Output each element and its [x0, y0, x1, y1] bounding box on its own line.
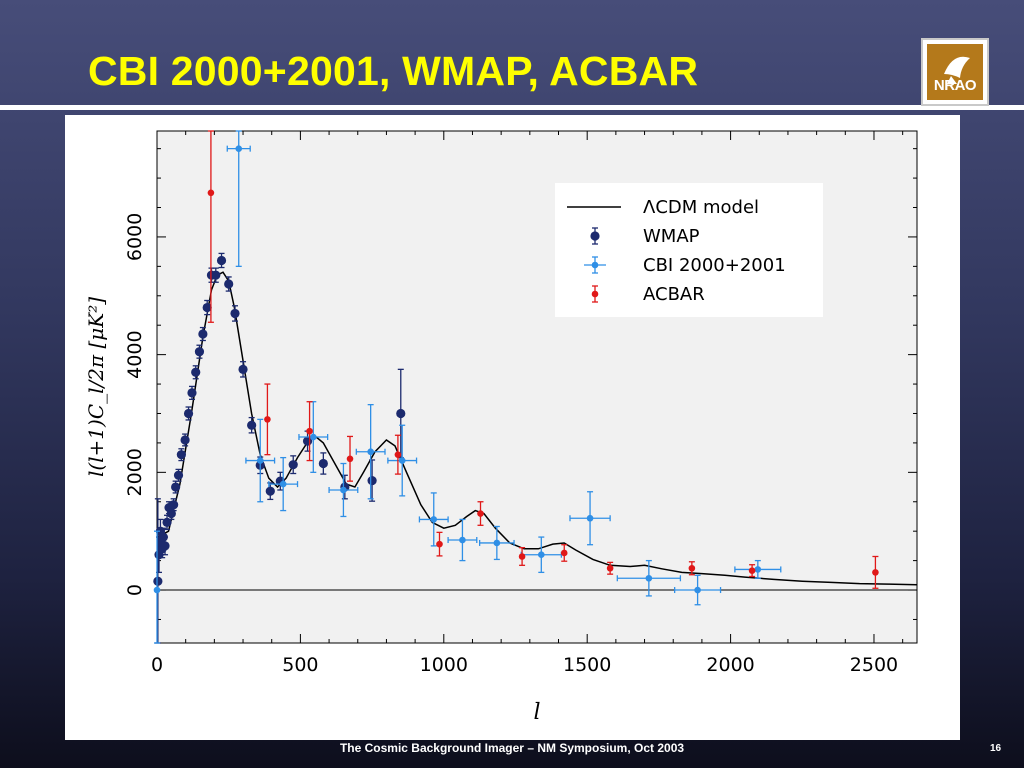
acbar-point	[477, 510, 484, 517]
wmap-point	[230, 308, 240, 319]
legend-label: ACBAR	[643, 284, 705, 305]
cbi-point	[645, 574, 653, 582]
wmap-point	[396, 408, 406, 419]
logo-badge: NRAO	[927, 44, 983, 100]
wmap-point	[194, 347, 205, 357]
slide-title: CBI 2000+2001, WMAP, ACBAR	[88, 48, 699, 94]
plot-panel: 0 500 1000 1500 2000 2500 0 2000 4000 6000 l l(l+1)…	[65, 115, 960, 740]
x-tick-label: 2000	[706, 654, 754, 676]
legend-label: WMAP	[643, 226, 700, 247]
x-tick-label: 1500	[563, 654, 611, 676]
x-axis-label: l	[533, 700, 540, 725]
cbi-point	[256, 457, 264, 464]
acbar-point	[518, 553, 526, 560]
acbar-point	[306, 427, 313, 435]
legend-label: ΛCDM model	[643, 197, 759, 218]
wmap-point	[171, 482, 181, 492]
wmap-point	[153, 576, 163, 586]
legend-marker	[591, 261, 599, 269]
wmap-point	[162, 517, 172, 527]
x-tick-label: 2500	[850, 654, 898, 676]
wmap-point	[166, 508, 176, 519]
wmap-point	[183, 408, 194, 419]
y-axis-label: l(l+1)C_l/2π [μK²]	[84, 297, 108, 477]
telescope-icon	[944, 56, 970, 84]
acbar-point	[436, 540, 443, 548]
cbi-point	[310, 433, 317, 441]
cbi-point	[493, 539, 501, 547]
cbi-point	[279, 480, 287, 488]
legend-label: CBI 2000+2001	[643, 255, 786, 276]
acbar-point	[872, 569, 879, 576]
cbi-point	[430, 516, 438, 523]
wmap-point	[173, 470, 184, 480]
cbi-point	[694, 586, 701, 594]
cbi-point	[153, 586, 161, 594]
cbi-point	[754, 566, 762, 573]
acbar-point	[264, 416, 271, 423]
acbar-point	[207, 189, 215, 197]
cbi-point	[586, 514, 594, 522]
wmap-point	[160, 541, 170, 551]
acbar-point	[346, 455, 354, 463]
cbi-point	[367, 448, 374, 456]
wmap-point	[216, 255, 227, 266]
page-number: 16	[990, 743, 1002, 754]
wmap-point	[247, 420, 257, 430]
wmap-point	[187, 388, 197, 398]
cbi-point	[235, 145, 243, 152]
wmap-point	[318, 458, 328, 469]
legend-marker	[591, 290, 599, 298]
wmap-point	[367, 475, 377, 486]
x-tick-label: 500	[282, 654, 318, 676]
wmap-point	[176, 450, 186, 460]
cbi-point	[398, 457, 406, 464]
nrao-logo: NRAO	[921, 38, 989, 106]
wmap-point	[211, 270, 221, 280]
cbi-point	[340, 486, 347, 494]
wmap-point	[158, 532, 168, 542]
model-curve	[157, 271, 917, 586]
power-spectrum-chart: 0 500 1000 1500 2000 2500 0 2000 4000 6000 l l(l+1)…	[84, 130, 918, 725]
wmap-point	[238, 364, 248, 374]
legend-marker	[590, 231, 600, 241]
footer-text: The Cosmic Background Imager – NM Sympos…	[339, 741, 685, 755]
cbi-point	[538, 551, 545, 559]
wmap-point	[198, 329, 208, 339]
acbar-point	[606, 564, 614, 572]
y-tick-label: 6000	[124, 213, 146, 261]
legend-box	[555, 183, 823, 317]
wmap-point	[265, 486, 275, 496]
wmap-point	[169, 500, 179, 510]
acbar-point	[748, 567, 756, 574]
wmap-point	[288, 460, 298, 470]
acbar-point	[560, 549, 568, 557]
title-divider	[0, 105, 1024, 110]
x-tick-label: 0	[151, 654, 163, 676]
x-tick-label: 1000	[420, 654, 468, 676]
acbar-point	[394, 451, 402, 458]
logo-text: NRAO	[933, 77, 977, 94]
wmap-point	[191, 367, 201, 377]
wmap-point	[224, 279, 234, 289]
y-tick-label: 4000	[124, 330, 146, 378]
cbi-point	[459, 536, 466, 544]
acbar-point	[688, 564, 696, 572]
wmap-point	[202, 302, 212, 313]
y-tick-label: 2000	[124, 448, 146, 496]
y-tick-label: 0	[124, 584, 146, 596]
wmap-point	[180, 435, 190, 445]
